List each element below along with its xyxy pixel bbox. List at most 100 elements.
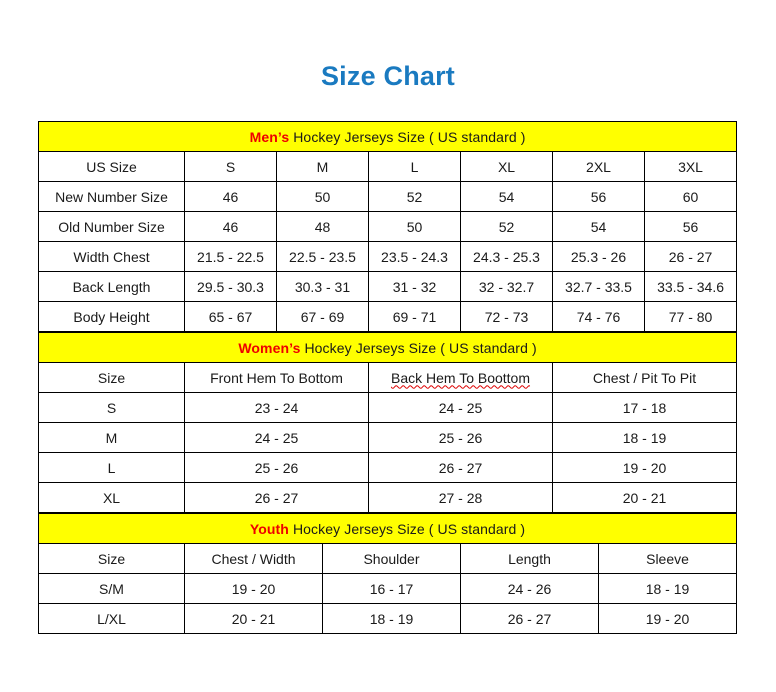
table-cell: 25.3 - 26 [552,241,645,272]
table-row: S 23 - 24 24 - 25 17 - 18 [38,392,738,423]
table-cell: 60 [643,181,738,212]
table-cell: 26 - 27 [368,452,553,483]
youth-section-banner: Youth Hockey Jerseys Size ( US standard … [37,513,738,544]
table-cell: 56 [643,211,738,242]
table-cell: 56 [552,181,645,212]
table-cell: 33.5 - 34.6 [643,271,738,302]
table-cell: 50 [276,181,369,212]
youth-size-table: Youth Hockey Jerseys Size ( US standard … [37,513,738,634]
mens-col-header: 2XL [552,151,645,182]
table-cell: 48 [276,211,369,242]
table-cell: 26 - 27 [460,603,599,634]
youth-col-header: Shoulder [322,543,461,574]
table-cell: 16 - 17 [322,573,461,604]
table-row: Back Length 29.5 - 30.3 30.3 - 31 31 - 3… [38,271,738,302]
mens-col-header: M [276,151,369,182]
row-label: Old Number Size [38,211,185,242]
table-cell: 67 - 69 [276,301,369,332]
mens-col-header: S [184,151,277,182]
womens-col-header: Front Hem To Bottom [184,362,369,393]
row-label: M [38,422,185,453]
table-cell: 46 [184,181,277,212]
mens-column-header-row: US Size S M L XL 2XL 3XL [38,151,738,182]
table-cell: 23.5 - 24.3 [368,241,461,272]
youth-banner-rest: Hockey Jerseys Size ( US standard ) [288,520,526,537]
table-row: S/M 19 - 20 16 - 17 24 - 26 18 - 19 [38,573,738,604]
page-title: Size Chart [320,61,456,91]
youth-column-header-row: Size Chest / Width Shoulder Length Sleev… [38,543,738,574]
row-label: Back Length [38,271,185,302]
table-row: L 25 - 26 26 - 27 19 - 20 [38,452,738,483]
table-cell: 26 - 27 [643,241,738,272]
row-label: L [38,452,185,483]
womens-col-header: Chest / Pit To Pit [551,362,738,393]
womens-section-banner: Women’s Hockey Jerseys Size ( US standar… [37,332,738,363]
table-row: New Number Size 46 50 52 54 56 60 [38,181,738,212]
table-cell: 25 - 26 [184,452,369,483]
mens-banner-rest: Hockey Jerseys Size ( US standard ) [289,128,526,145]
mens-col-header: 3XL [643,151,738,182]
womens-banner-rest: Hockey Jerseys Size ( US standard ) [300,339,537,356]
table-cell: 18 - 19 [322,603,461,634]
misspelled-header-text: Back Hem To Boottom [390,369,531,386]
table-cell: 32 - 32.7 [460,271,553,302]
table-cell: 26 - 27 [184,482,369,513]
womens-banner-accent: Women’s [238,339,301,356]
table-cell: 65 - 67 [184,301,277,332]
table-cell: 29.5 - 30.3 [184,271,277,302]
table-cell: 21.5 - 22.5 [184,241,277,272]
table-cell: 20 - 21 [184,603,323,634]
table-cell: 69 - 71 [368,301,461,332]
mens-section-banner: Men’s Hockey Jerseys Size ( US standard … [37,121,738,152]
table-cell: 24 - 25 [368,392,553,423]
table-cell: 25 - 26 [368,422,553,453]
row-label: New Number Size [38,181,185,212]
table-cell: 17 - 18 [551,392,738,423]
table-cell: 77 - 80 [643,301,738,332]
row-label: S/M [38,573,185,604]
table-cell: 50 [368,211,461,242]
womens-column-header-row: Size Front Hem To Bottom Back Hem To Boo… [38,362,738,393]
table-cell: 27 - 28 [368,482,553,513]
table-cell: 18 - 19 [597,573,738,604]
mens-banner-row: Men’s Hockey Jerseys Size ( US standard … [37,121,738,152]
youth-banner-row: Youth Hockey Jerseys Size ( US standard … [37,513,738,544]
mens-size-table: Men’s Hockey Jerseys Size ( US standard … [37,121,738,332]
table-cell: 19 - 20 [551,452,738,483]
youth-col-header: Chest / Width [184,543,323,574]
table-cell: 19 - 20 [597,603,738,634]
womens-col-header: Size [38,362,185,393]
mens-col-header: US Size [38,151,185,182]
table-cell: 52 [368,181,461,212]
table-row: Width Chest 21.5 - 22.5 22.5 - 23.5 23.5… [38,241,738,272]
mens-banner-accent: Men’s [249,128,290,145]
table-cell: 20 - 21 [551,482,738,513]
table-cell: 72 - 73 [460,301,553,332]
table-cell: 24 - 25 [184,422,369,453]
womens-col-header: Back Hem To Boottom [368,362,553,393]
row-label: Body Height [38,301,185,332]
table-row: XL 26 - 27 27 - 28 20 - 21 [38,482,738,513]
womens-size-table: Women’s Hockey Jerseys Size ( US standar… [37,332,738,513]
youth-col-header: Length [460,543,599,574]
youth-banner-accent: Youth [249,520,289,537]
youth-col-header: Sleeve [597,543,738,574]
table-cell: 18 - 19 [551,422,738,453]
table-cell: 23 - 24 [184,392,369,423]
table-cell: 32.7 - 33.5 [552,271,645,302]
table-cell: 24.3 - 25.3 [460,241,553,272]
row-label: XL [38,482,185,513]
row-label: L/XL [38,603,185,634]
table-cell: 54 [552,211,645,242]
table-cell: 24 - 26 [460,573,599,604]
table-cell: 19 - 20 [184,573,323,604]
table-cell: 46 [184,211,277,242]
table-cell: 54 [460,181,553,212]
table-cell: 30.3 - 31 [276,271,369,302]
row-label: S [38,392,185,423]
table-row: L/XL 20 - 21 18 - 19 26 - 27 19 - 20 [38,603,738,634]
table-cell: 74 - 76 [552,301,645,332]
table-row: Old Number Size 46 48 50 52 54 56 [38,211,738,242]
mens-col-header: L [368,151,461,182]
